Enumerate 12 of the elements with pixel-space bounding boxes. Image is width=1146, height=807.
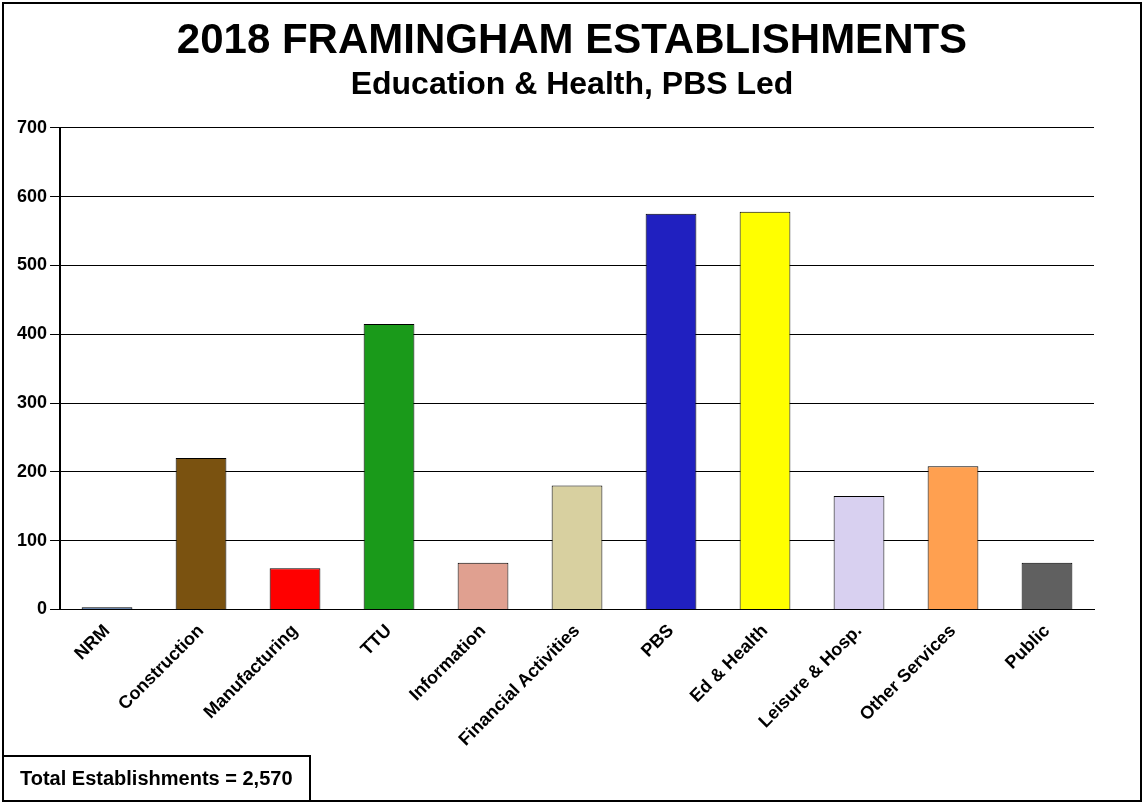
y-tick-label: 300 xyxy=(16,391,48,412)
x-tick-label: TTU xyxy=(356,620,396,660)
text: Total Establishments = 2,570 xyxy=(4,755,311,800)
y-tick-label: 700 xyxy=(16,116,48,137)
y-tick-label: 0 xyxy=(37,598,48,619)
y-tick-label: 600 xyxy=(16,185,48,206)
y-tick-label: 100 xyxy=(16,529,48,550)
y-tick-label: 500 xyxy=(16,254,48,275)
y-tick-label: 200 xyxy=(16,460,48,481)
y-tick-label: 400 xyxy=(16,323,48,344)
chart-title: 2018 FRAMINGHAM ESTABLISHMENTS xyxy=(175,15,969,62)
chart-subtitle: Education & Health, PBS Led xyxy=(349,64,795,102)
